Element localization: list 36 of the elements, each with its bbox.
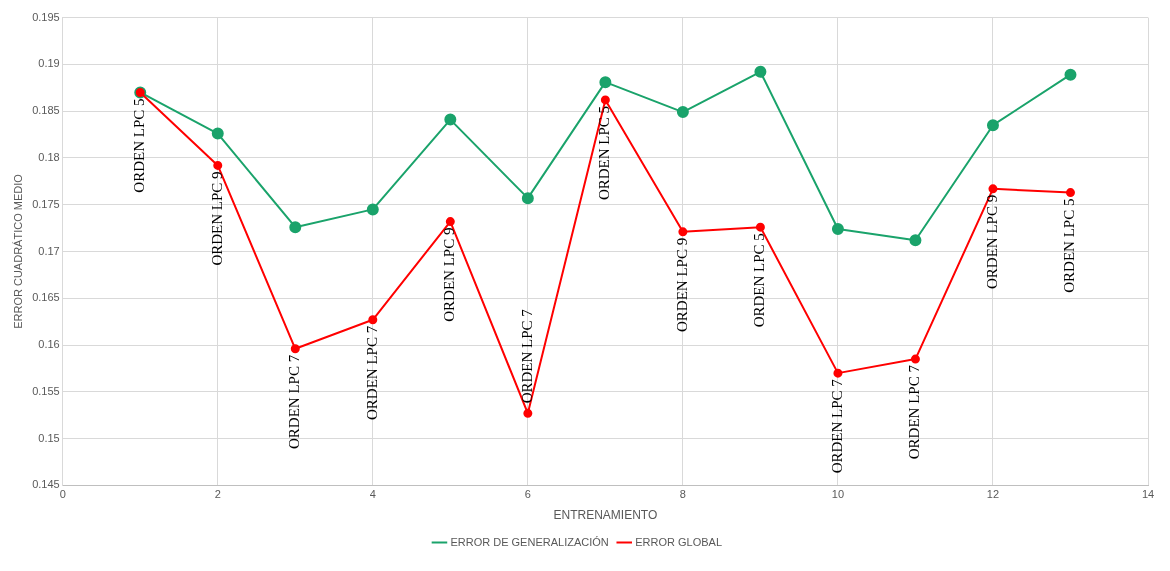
annotation: ORDEN LPC 7 bbox=[363, 325, 380, 420]
annotation: ORDEN LPC 5 bbox=[751, 233, 768, 328]
annotation: ORDEN LPC 5 bbox=[596, 105, 613, 201]
y-tick-label: 0.145 bbox=[32, 478, 60, 491]
y-tick-label: 0.155 bbox=[32, 384, 60, 397]
y-axis-title: ERROR CUADRÁTICO MEDIO bbox=[11, 173, 24, 329]
y-tick-label: 0.165 bbox=[32, 291, 60, 304]
annotation: ORDEN LPC 9 bbox=[208, 171, 225, 266]
x-tick-label: 0 bbox=[59, 488, 66, 501]
annotation: ORDEN LPC 7 bbox=[518, 308, 535, 404]
annotation: ORDEN LPC 7 bbox=[906, 364, 923, 460]
y-tick-label: 0.195 bbox=[32, 10, 60, 23]
annotation: ORDEN LPC 9 bbox=[673, 237, 690, 333]
x-tick-label: 2 bbox=[214, 488, 221, 501]
legend-label: ERROR DE GENERALIZACIÓN bbox=[450, 535, 609, 548]
legend-label: ERROR GLOBAL bbox=[635, 535, 723, 548]
y-tick-label: 0.17 bbox=[38, 244, 60, 257]
x-tick-label: 10 bbox=[831, 488, 845, 501]
x-tick-label: 14 bbox=[1141, 488, 1155, 501]
annotation: ORDEN LPC 5 bbox=[131, 98, 148, 193]
y-tick-label: 0.18 bbox=[38, 150, 60, 163]
annotation: ORDEN LPC 9 bbox=[983, 194, 1000, 289]
annotation: ORDEN LPC 9 bbox=[441, 227, 458, 322]
y-tick-label: 0.15 bbox=[38, 431, 60, 444]
x-tick-label: 12 bbox=[986, 488, 1000, 501]
x-tick-label: 4 bbox=[369, 488, 376, 501]
y-tick-label: 0.175 bbox=[32, 197, 60, 210]
x-tick-label: 6 bbox=[524, 488, 531, 501]
y-tick-label: 0.16 bbox=[38, 338, 60, 351]
annotation: ORDEN LPC 7 bbox=[828, 378, 845, 474]
annotation: ORDEN LPC 5 bbox=[1061, 198, 1078, 293]
y-tick-label: 0.185 bbox=[32, 104, 60, 117]
annotation: ORDEN LPC 7 bbox=[286, 354, 303, 449]
y-tick-label: 0.19 bbox=[38, 57, 60, 70]
x-tick-label: 8 bbox=[679, 488, 686, 501]
x-axis-title: ENTRENAMIENTO bbox=[553, 508, 658, 523]
